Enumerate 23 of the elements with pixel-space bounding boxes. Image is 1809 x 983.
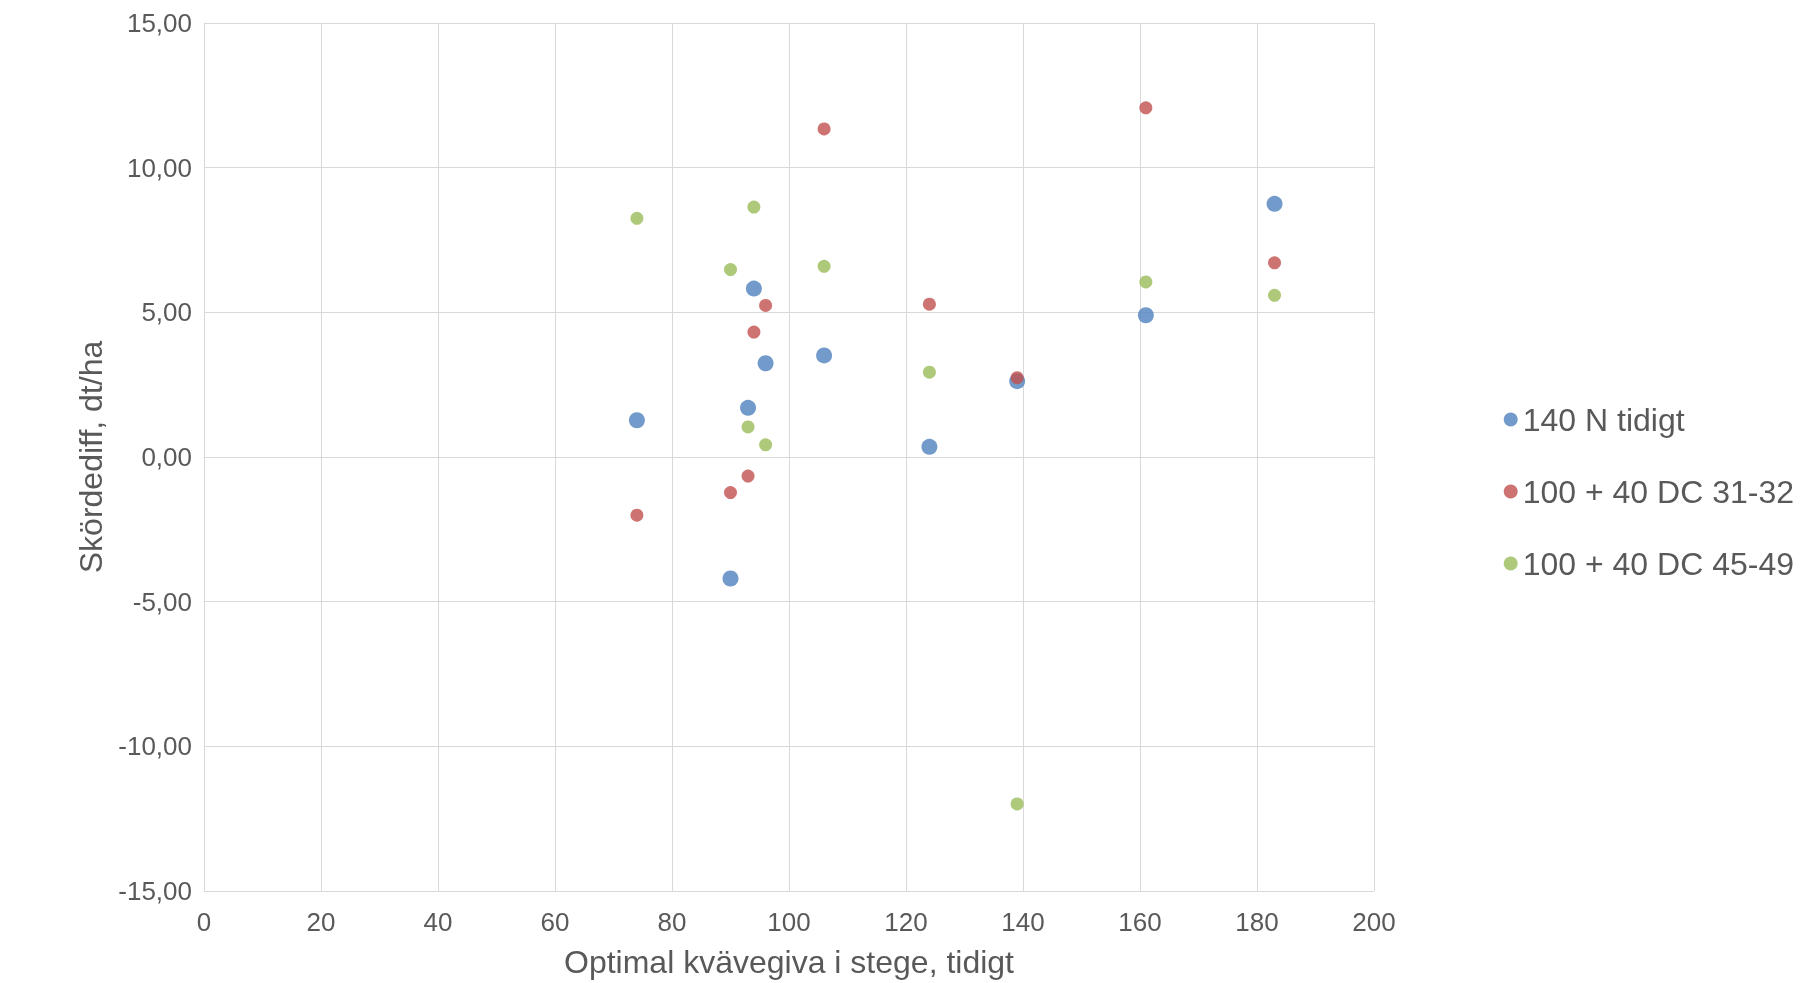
x-tick-label: 100 xyxy=(767,907,811,937)
legend-label: 140 N tidigt xyxy=(1522,401,1685,438)
y-tick-label: 15,00 xyxy=(126,8,192,38)
x-tick-label: 180 xyxy=(1235,907,1279,937)
y-tick-label: 10,00 xyxy=(126,152,192,183)
x-tick-label: 80 xyxy=(657,907,687,937)
y-tick-label: -5,00 xyxy=(132,586,192,617)
x-tick-label: 40 xyxy=(423,907,453,937)
x-tick-label: 0 xyxy=(196,907,212,937)
y-tick-label: -10,00 xyxy=(118,731,192,762)
y-tick-label: 5,00 xyxy=(141,297,192,328)
x-tick-label: 200 xyxy=(1352,907,1396,937)
x-tick-label: 60 xyxy=(540,907,570,937)
x-tick-label: 140 xyxy=(1001,907,1045,937)
x-tick-label: 20 xyxy=(306,907,336,937)
y-tick-label: 0,00 xyxy=(141,442,192,472)
x-tick-label: 160 xyxy=(1118,907,1162,937)
y-axis-title: Skördediff, dt/ha xyxy=(73,340,110,574)
y-tick-label: -15,00 xyxy=(118,876,192,906)
legend-label: 100 + 40 DC 31-32 xyxy=(1522,473,1794,510)
x-axis-title: Optimal kvävegiva i stege, tidigt xyxy=(564,944,1015,980)
x-tick-label: 120 xyxy=(884,907,928,937)
legend-label: 100 + 40 DC 45-49 xyxy=(1522,545,1794,582)
